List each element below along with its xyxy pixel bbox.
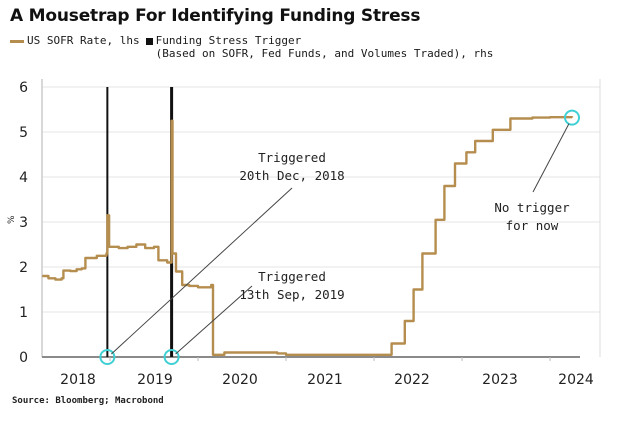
- annotation-leader: [532, 123, 570, 193]
- annotation-text-line2: 13th Sep, 2019: [239, 287, 344, 302]
- x-tick-label: 2019: [137, 372, 173, 388]
- x-tick-label: 2022: [394, 372, 430, 388]
- legend-trigger-line2: (Based on SOFR, Fed Funds, and Volumes T…: [155, 47, 494, 60]
- chart-title: A Mousetrap For Identifying Funding Stre…: [10, 6, 421, 26]
- y-tick-label: 0: [19, 350, 28, 366]
- y-tick-label: 2: [19, 260, 28, 276]
- annotation-leader: [175, 285, 253, 355]
- x-tick-label: 2023: [482, 372, 518, 388]
- annotation-text-line1: Triggered: [258, 269, 326, 284]
- y-tick-label: 1: [19, 305, 28, 321]
- y-axis-label: %: [7, 215, 17, 224]
- annotation-text-line2: 20th Dec, 2018: [239, 168, 344, 183]
- current-marker-circle: [564, 109, 580, 126]
- annotation-text-line1: Triggered: [258, 150, 326, 165]
- y-tick-label: 4: [19, 170, 28, 186]
- sofr-series: [42, 116, 574, 356]
- plot-frame: [41, 79, 601, 358]
- legend-sofr-swatch: [10, 40, 24, 43]
- x-tick-label: 2020: [222, 372, 258, 388]
- annotations: Triggered 20th Dec, 2018 Triggered 13th Sep…: [99, 109, 580, 365]
- y-tick-label: 5: [19, 125, 28, 141]
- annotation-leader: [111, 187, 293, 355]
- x-tick-label: 2018: [60, 372, 96, 388]
- y-tick-label: 3: [19, 215, 28, 231]
- legend: US SOFR Rate, lhs Funding Stress Trigger…: [10, 34, 493, 60]
- legend-trigger-line1: Funding Stress Trigger: [155, 34, 302, 47]
- source-note: Source: Bloomberg; Macrobond: [12, 396, 164, 406]
- x-tick-label: 2021: [307, 372, 343, 388]
- legend-sofr-label: US SOFR Rate, lhs: [27, 34, 140, 47]
- legend-trigger-label: Funding Stress Trigger (Based on SOFR, F…: [156, 34, 494, 60]
- y-tick-label: 6: [19, 80, 28, 96]
- legend-trigger-swatch: [145, 38, 153, 45]
- sofr-line: [42, 116, 574, 356]
- y-axis-ticks: 0 1 2 3 4 5 6: [19, 80, 28, 366]
- annotation-text-line1: No trigger: [494, 200, 570, 215]
- gridlines: [42, 86, 600, 313]
- x-axis-ticks: 2018 2019 2020 2021 2022 2023 2024: [60, 357, 594, 388]
- trigger-marker-circle: [163, 349, 180, 365]
- x-tick-label: 2024: [558, 372, 594, 388]
- trigger-marker-circle: [99, 349, 116, 365]
- annotation-text-line2: for now: [506, 218, 559, 233]
